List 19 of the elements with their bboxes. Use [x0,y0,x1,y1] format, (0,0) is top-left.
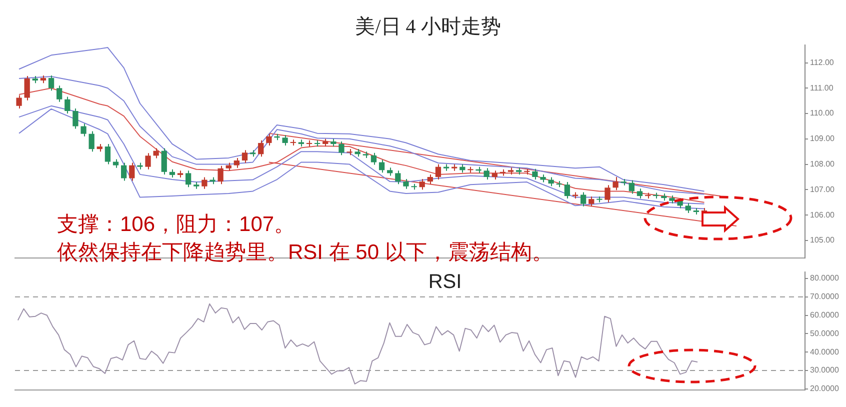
y-tick-label: 111.00 [810,83,834,92]
y-tick-label: 70.0000 [810,292,840,302]
chart-title: 美/日 4 小时走势 [355,15,501,38]
y-tick-label: 110.00 [810,108,834,118]
y-tick-label: 80.0000 [810,274,840,283]
y-tick-label: 107.00 [810,184,836,194]
y-tick-label: 20.0000 [810,384,840,394]
y-tick-label: 106.00 [810,210,836,220]
y-tick-label: 108.00 [810,159,836,168]
annotation: 依然保持在下降趋势里。RSI 在 50 以下，震荡结构。 [57,241,553,264]
y-tick-label: 112.00 [810,58,834,67]
y-tick-label: 60.0000 [810,310,840,320]
y-tick-label: 40.0000 [810,347,840,356]
y-tick-label: 50.0000 [810,328,840,338]
y-tick-label: 109.00 [810,134,836,144]
chart-title: RSI [428,271,462,293]
y-tick-label: 30.0000 [810,366,840,375]
annotation: 支撑：106，阻力：107。 [57,213,296,236]
y-tick-label: 105.00 [810,236,836,245]
